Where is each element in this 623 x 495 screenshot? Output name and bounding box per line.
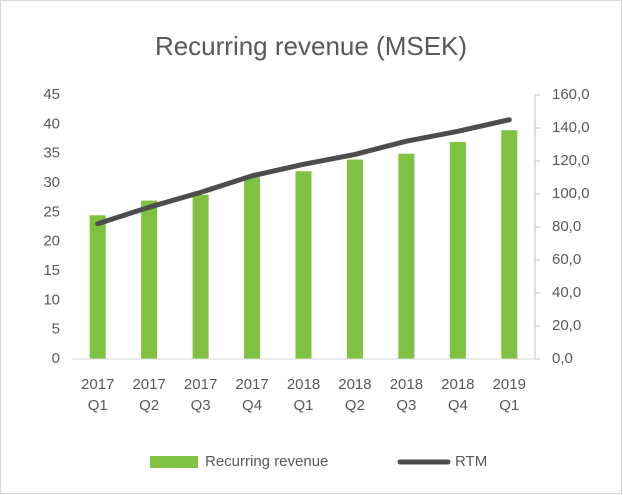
y2-tick-label: 80,0 [552, 218, 581, 235]
y-tick-label: 30 [43, 174, 60, 191]
bar [141, 200, 158, 359]
y2-tick-label: 40,0 [552, 284, 581, 301]
bar [501, 130, 518, 359]
x-tick-label: 2018 Q4 [441, 376, 475, 414]
x-tick-label: 2017 Q1 [81, 376, 115, 414]
legend-swatch [150, 456, 198, 468]
bar [346, 159, 363, 359]
x-tick-label: 2018 Q2 [338, 376, 372, 414]
y-tick-label: 45 [43, 86, 60, 103]
y-tick-label: 10 [43, 291, 60, 308]
x-tick-label: 2017 Q4 [235, 376, 269, 414]
y-tick-label: 40 [43, 115, 60, 132]
y-tick-label: 0 [52, 350, 60, 367]
x-tick-label: 2017 Q3 [183, 376, 218, 414]
y-tick-label: 5 [52, 321, 60, 338]
bar [192, 194, 209, 359]
y2-tick-label: 160,0 [552, 86, 590, 103]
y2-tick-label: 0,0 [552, 350, 573, 367]
y-tick-label: 20 [43, 233, 60, 250]
bar [89, 215, 106, 359]
bar [449, 141, 466, 359]
y2-tick-label: 100,0 [552, 185, 590, 202]
y2-tick-label: 60,0 [552, 251, 581, 268]
x-tick-label: 2017 Q2 [132, 376, 166, 414]
y2-tick-label: 140,0 [552, 119, 590, 136]
y-tick-label: 15 [43, 262, 60, 279]
bar [295, 171, 312, 359]
line [95, 117, 512, 227]
x-tick-label: 2018 Q1 [286, 376, 321, 414]
chart-title: Recurring revenue (MSEK) [155, 31, 467, 61]
x-tick-label: 2019 Q1 [492, 376, 526, 414]
bar [398, 153, 415, 359]
y-tick-label: 35 [43, 145, 60, 162]
y-tick-label: 25 [43, 203, 60, 220]
y2-tick-label: 20,0 [552, 317, 581, 334]
bar [244, 177, 261, 359]
legend-label: Recurring revenue [205, 453, 328, 470]
y2-tick-label: 120,0 [552, 152, 590, 169]
x-tick-label: 2018 Q3 [389, 376, 424, 414]
legend-label: RTM [455, 453, 487, 470]
